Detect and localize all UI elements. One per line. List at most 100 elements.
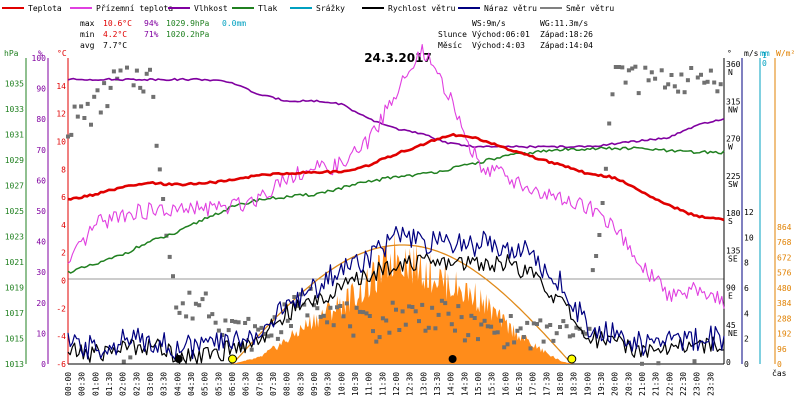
tick-label-hpa: 1023 [5, 233, 24, 242]
wind-direction-point [712, 80, 717, 85]
stat-max-humidity: 94% [144, 19, 159, 28]
wind-direction-point [659, 68, 664, 73]
tick-label-direction: 270 [726, 135, 741, 144]
tick-label-time: 19:30 [597, 372, 606, 396]
wind-direction-point [623, 80, 628, 85]
wind-direction-point [469, 313, 474, 318]
tick-label-time: 12:00 [392, 372, 401, 396]
tick-label-hpa: 1035 [5, 80, 24, 89]
tick-label-direction: 360 [726, 60, 741, 69]
wind-direction-point [302, 302, 307, 307]
axis-ticks: 1013101510171019102110231025102710291031… [5, 51, 792, 396]
tick-label-time: 16:00 [501, 372, 510, 396]
wind-direction-point [253, 324, 257, 329]
tick-label-temp: 0 [61, 277, 66, 286]
wind-direction-point [328, 305, 333, 310]
wind-direction-point [718, 82, 723, 87]
wind-direction-point [610, 92, 615, 97]
wind-direction-point [551, 338, 556, 343]
tick-label-mm: 0 [762, 59, 767, 68]
tick-label-direction: 180 [726, 209, 741, 218]
stat-moon-set: Západ:14:04 [540, 41, 593, 50]
wind-direction-point [207, 314, 211, 319]
wind-direction-point [685, 78, 690, 83]
tick-label-mm: 1 [762, 51, 767, 60]
axis-units: hPa % °C ° m/s mm W/m² čas [4, 49, 795, 378]
wind-direction-point [426, 325, 431, 330]
wind-direction-point [574, 325, 579, 330]
wind-direction-point [354, 305, 359, 310]
tick-label-direction: 225 [726, 172, 741, 181]
wind-direction-point [197, 303, 202, 308]
wind-direction-point [367, 314, 372, 318]
wind-direction-point [656, 361, 661, 366]
wind-direction-point [128, 355, 133, 360]
wind-direction-point [699, 72, 703, 77]
wind-direction-point [193, 301, 198, 306]
legend-label-prizemni-teplota: Přízemní teplota [96, 4, 173, 13]
wind-direction-point [203, 291, 208, 296]
tick-label-direction-name: NW [728, 105, 738, 114]
tick-label-direction-name: W [728, 143, 733, 152]
wind-direction-point [413, 309, 418, 314]
wind-direction-point [357, 309, 362, 314]
tick-label-time: 15:30 [488, 372, 497, 396]
wind-direction-point [331, 323, 336, 328]
legend-label-vlhkost: Vlhkost [194, 4, 228, 13]
wind-direction-point [564, 324, 569, 329]
stat-moon-rise: Východ:4:03 [472, 41, 525, 50]
wind-direction-point [420, 302, 425, 307]
wind-direction-point [439, 298, 444, 303]
wind-direction-point [154, 143, 159, 148]
wind-direction-point [430, 305, 435, 310]
wind-direction-point [216, 328, 221, 333]
wind-direction-point [633, 64, 638, 69]
legend-label-naraz-vetru: Náraz větru [484, 4, 537, 13]
wind-direction-point [495, 330, 500, 335]
wind-direction-point [482, 318, 487, 323]
tick-label-time: 23:30 [706, 372, 715, 396]
wind-direction-point [449, 322, 454, 327]
wind-direction-point [476, 337, 480, 342]
wind-direction-point [321, 313, 326, 318]
wind-direction-point [597, 233, 602, 237]
tick-label-direction-name: N [728, 68, 733, 77]
tick-label-time: 00:30 [78, 372, 87, 396]
wind-direction-point [275, 336, 280, 341]
tick-label-ms: 4 [744, 309, 749, 318]
wind-direction-point [521, 335, 526, 339]
wind-direction-point [472, 316, 477, 320]
tick-label-direction-name: E [728, 292, 733, 301]
wind-direction-point [643, 65, 648, 70]
wind-direction-point [384, 318, 389, 323]
tick-label-time: 19:00 [583, 372, 592, 396]
tick-label-ms: 12 [744, 208, 754, 217]
tick-label-hpa: 1017 [5, 309, 24, 318]
wind-direction-point [390, 300, 395, 305]
tick-label-time: 01:30 [105, 372, 114, 396]
wind-direction-point [134, 68, 139, 73]
wind-direction-point [682, 90, 687, 95]
wind-direction-point [111, 69, 116, 74]
stat-wg: WG:11.3m/s [540, 19, 588, 28]
wind-direction-layer [66, 64, 723, 366]
wind-direction-point [715, 89, 720, 94]
tick-label-temp: -4 [56, 332, 66, 341]
wind-direction-point [66, 134, 70, 139]
wind-direction-point [131, 83, 136, 88]
tick-label-time: 05:30 [214, 372, 223, 396]
wind-direction-point [479, 322, 484, 327]
sun-path-layer [232, 244, 572, 365]
legend-label-srazky: Srážky [316, 4, 345, 13]
wind-direction-point [485, 324, 490, 329]
wind-direction-point [272, 315, 277, 320]
tick-label-direction-name: S [728, 217, 733, 226]
wind-direction-point [259, 325, 264, 330]
wind-direction-point [144, 71, 149, 76]
tick-label-hpa: 1033 [5, 105, 24, 114]
tick-label-time: 21:30 [652, 372, 661, 396]
tick-label-time: 07:30 [269, 372, 278, 396]
wind-direction-point [213, 320, 218, 325]
tick-label-time: 06:00 [228, 372, 237, 396]
tick-label-ms: 8 [744, 259, 749, 268]
